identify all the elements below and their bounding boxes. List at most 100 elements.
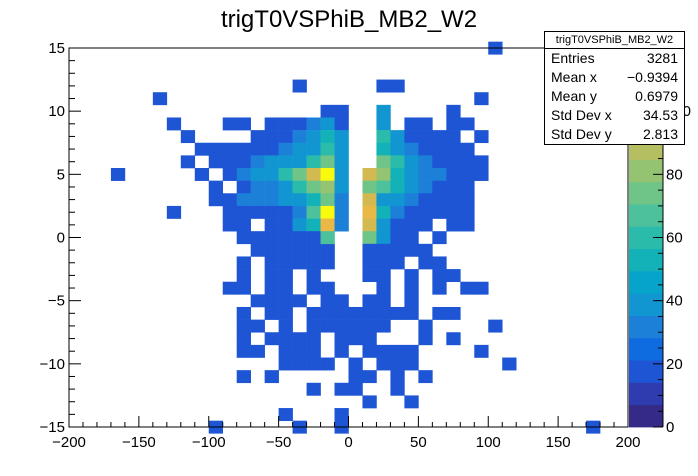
heatmap-cell bbox=[376, 281, 391, 295]
color-scale-swatch bbox=[629, 404, 663, 428]
heatmap-cell bbox=[460, 180, 475, 194]
heatmap-cell bbox=[404, 180, 419, 194]
heatmap-cell bbox=[334, 168, 349, 181]
heatmap-cell bbox=[348, 332, 363, 346]
heatmap-cell bbox=[236, 231, 251, 245]
heatmap-cell bbox=[390, 193, 405, 207]
color-scale-swatch bbox=[629, 226, 663, 250]
heatmap-cell bbox=[306, 344, 321, 358]
stats-value: 0.6979 bbox=[635, 88, 678, 104]
heatmap-cell bbox=[376, 319, 391, 333]
heatmap-cell bbox=[222, 117, 237, 131]
heatmap-cell bbox=[474, 168, 489, 181]
heatmap-cell bbox=[292, 243, 307, 257]
heatmap-cells bbox=[110, 41, 601, 434]
heatmap-cell bbox=[404, 344, 419, 358]
x-tick-label: −200 bbox=[52, 434, 86, 451]
heatmap-cell bbox=[334, 319, 349, 333]
heatmap-cell bbox=[320, 281, 335, 295]
heatmap-cell bbox=[278, 408, 293, 421]
heatmap-cell bbox=[418, 256, 433, 270]
heatmap-cell bbox=[376, 117, 391, 131]
heatmap-cell bbox=[208, 142, 224, 156]
heatmap-cell bbox=[278, 142, 293, 156]
heatmap-cell bbox=[166, 205, 182, 219]
heatmap-cell bbox=[292, 180, 307, 194]
heatmap-cell bbox=[320, 306, 335, 320]
heatmap-cell bbox=[278, 256, 293, 270]
heatmap-cell bbox=[460, 281, 475, 295]
heatmap-cell bbox=[194, 168, 210, 181]
heatmap-cell bbox=[222, 193, 237, 207]
heatmap-cell bbox=[418, 243, 433, 257]
heatmap-cell bbox=[236, 256, 251, 270]
heatmap-cell bbox=[432, 193, 447, 207]
heatmap-cell bbox=[362, 370, 377, 384]
heatmap-cell bbox=[264, 294, 279, 308]
heatmap-cell bbox=[348, 319, 363, 333]
heatmap-cell bbox=[334, 205, 349, 219]
y-tick-label: −10 bbox=[40, 356, 65, 373]
heatmap-cell bbox=[306, 281, 321, 295]
heatmap-cell bbox=[362, 243, 377, 257]
y-tick-label: 15 bbox=[48, 40, 65, 57]
heatmap-cell bbox=[474, 155, 489, 169]
heatmap-cell bbox=[446, 168, 461, 181]
heatmap-cell bbox=[264, 130, 279, 144]
heatmap-cell bbox=[236, 332, 251, 346]
heatmap-cell bbox=[236, 205, 251, 219]
heatmap-cell bbox=[362, 256, 377, 270]
heatmap-cell bbox=[390, 357, 405, 371]
z-tick-label: 60 bbox=[666, 230, 683, 247]
heatmap-cell bbox=[222, 205, 237, 219]
heatmap-cell bbox=[418, 130, 433, 144]
heatmap-cell bbox=[264, 256, 279, 270]
heatmap-cell bbox=[348, 357, 363, 371]
z-tick-label: 80 bbox=[666, 166, 683, 183]
heatmap-cell bbox=[306, 382, 321, 396]
heatmap-cell bbox=[376, 193, 391, 207]
heatmap-cell bbox=[418, 117, 433, 131]
heatmap-cell bbox=[292, 231, 307, 245]
color-scale-bar: 020406080100 bbox=[629, 47, 691, 436]
chart-title: trigT0VSPhiB_MB2_W2 bbox=[221, 6, 477, 33]
heatmap-cell bbox=[404, 142, 419, 156]
heatmap-cell bbox=[446, 130, 461, 144]
heatmap-cell bbox=[390, 256, 405, 270]
heatmap-cell bbox=[264, 180, 279, 194]
heatmap-cell bbox=[446, 193, 461, 207]
heatmap-cell bbox=[376, 357, 391, 371]
heatmap-cell bbox=[404, 395, 419, 409]
heatmap-cell bbox=[404, 168, 419, 181]
heatmap-cell bbox=[390, 344, 405, 358]
heatmap-cell bbox=[376, 218, 391, 232]
heatmap-cell bbox=[278, 319, 293, 333]
heatmap-cell bbox=[418, 218, 433, 232]
heatmap-cell bbox=[460, 142, 475, 156]
heatmap-cell bbox=[390, 168, 405, 181]
heatmap-cell bbox=[320, 231, 335, 245]
heatmap-cell bbox=[292, 117, 307, 131]
heatmap-cell bbox=[250, 130, 265, 144]
heatmap-cell bbox=[362, 395, 377, 409]
heatmap-cell bbox=[334, 382, 349, 396]
color-scale-swatch bbox=[629, 360, 663, 383]
heatmap-cell bbox=[250, 142, 265, 156]
heatmap-cell bbox=[432, 306, 447, 320]
heatmap-cell bbox=[390, 382, 405, 396]
heatmap-cell bbox=[264, 193, 279, 207]
heatmap-cell bbox=[390, 370, 405, 384]
heatmap-cell bbox=[446, 269, 461, 283]
heatmap-cell bbox=[320, 205, 335, 219]
heatmap-cell bbox=[446, 306, 461, 320]
heatmap-cell bbox=[236, 117, 251, 131]
heatmap-cell bbox=[460, 205, 475, 219]
heatmap-cell bbox=[292, 168, 307, 181]
heatmap-cell bbox=[334, 306, 349, 320]
heatmap-cell bbox=[334, 193, 349, 207]
heatmap-cell bbox=[306, 142, 321, 156]
heatmap-cell bbox=[306, 357, 321, 371]
heatmap-cell bbox=[362, 168, 377, 181]
y-tick-label: 10 bbox=[48, 103, 65, 120]
color-scale-swatch bbox=[629, 337, 663, 361]
